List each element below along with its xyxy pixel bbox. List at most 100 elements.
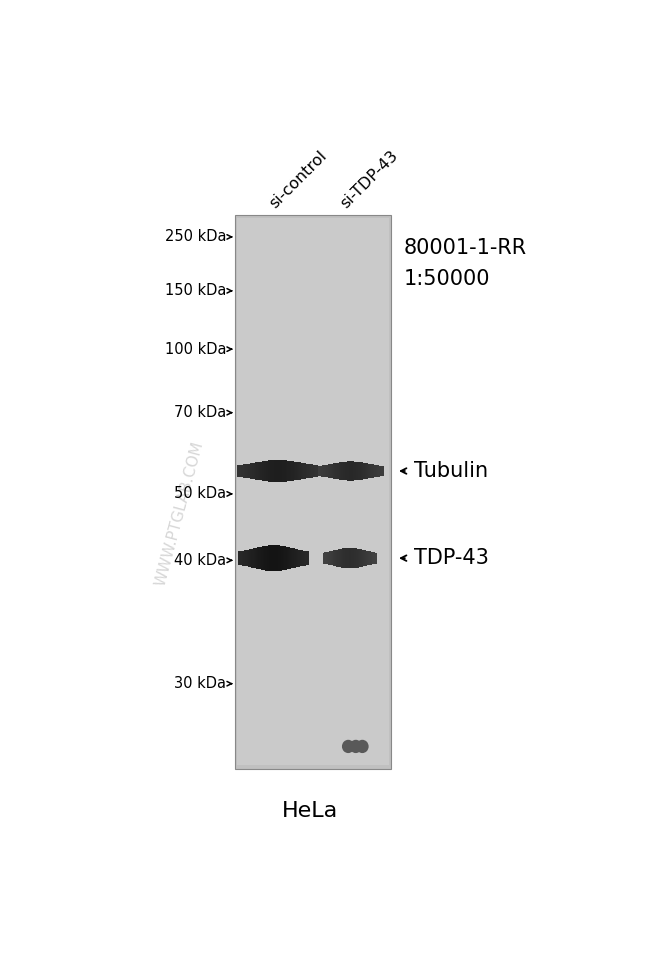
Bar: [352, 548, 354, 569]
Text: WWW.PTGLAB.COM: WWW.PTGLAB.COM: [153, 440, 206, 588]
Bar: [354, 549, 356, 568]
Text: Tubulin: Tubulin: [414, 461, 488, 481]
Bar: [329, 464, 330, 478]
Bar: [330, 551, 331, 565]
Bar: [336, 550, 337, 567]
Bar: [341, 549, 342, 568]
Bar: [322, 552, 324, 564]
Bar: [296, 462, 298, 480]
Bar: [261, 461, 263, 480]
Bar: [361, 462, 363, 480]
Bar: [271, 460, 272, 481]
Text: si-TDP-43: si-TDP-43: [337, 148, 401, 211]
Bar: [283, 546, 285, 571]
Bar: [346, 461, 348, 480]
Bar: [350, 548, 352, 569]
Bar: [321, 465, 322, 477]
Bar: [375, 552, 376, 564]
Bar: [266, 546, 268, 571]
Bar: [292, 461, 294, 480]
Bar: [275, 460, 276, 482]
Bar: [334, 550, 335, 566]
Bar: [274, 460, 275, 482]
Bar: [263, 461, 265, 480]
Bar: [361, 550, 363, 567]
Bar: [344, 461, 345, 480]
Bar: [338, 550, 339, 567]
Bar: [291, 461, 292, 480]
Bar: [325, 552, 326, 564]
Bar: [375, 465, 376, 478]
Bar: [298, 462, 300, 480]
Bar: [240, 550, 242, 566]
Bar: [295, 549, 296, 568]
Bar: [250, 463, 251, 479]
Bar: [270, 546, 272, 571]
Bar: [284, 547, 285, 570]
Bar: [240, 551, 241, 565]
Bar: [341, 462, 342, 480]
Bar: [283, 460, 285, 481]
Bar: [333, 463, 335, 479]
Bar: [359, 550, 361, 567]
Bar: [251, 463, 252, 479]
Bar: [358, 462, 359, 480]
Bar: [285, 547, 287, 570]
Bar: [239, 465, 240, 477]
Bar: [244, 550, 246, 566]
Bar: [287, 547, 288, 570]
Bar: [280, 546, 281, 571]
Text: 250 kDa: 250 kDa: [165, 229, 226, 245]
Bar: [255, 462, 256, 480]
Bar: [305, 463, 306, 479]
Bar: [345, 461, 346, 480]
Bar: [257, 462, 259, 480]
Bar: [367, 463, 369, 479]
Bar: [287, 460, 289, 481]
Bar: [244, 464, 246, 478]
Bar: [342, 462, 343, 480]
Bar: [326, 465, 327, 478]
Bar: [289, 548, 291, 569]
Bar: [351, 461, 352, 480]
Bar: [343, 549, 344, 568]
Bar: [349, 548, 350, 569]
Bar: [328, 551, 329, 565]
Bar: [331, 464, 332, 479]
Bar: [337, 550, 338, 567]
Bar: [327, 464, 328, 478]
Bar: [335, 550, 336, 567]
Text: 1:50000: 1:50000: [404, 269, 490, 289]
Bar: [291, 548, 292, 569]
Bar: [235, 215, 391, 768]
Bar: [281, 460, 283, 482]
Bar: [296, 549, 297, 568]
Bar: [376, 465, 377, 477]
Bar: [342, 549, 343, 568]
Bar: [246, 550, 247, 566]
Bar: [334, 463, 335, 479]
Bar: [374, 552, 375, 564]
Ellipse shape: [350, 739, 362, 753]
Bar: [332, 550, 333, 566]
Bar: [364, 550, 365, 566]
Bar: [344, 549, 345, 568]
Bar: [263, 546, 265, 571]
Bar: [368, 463, 369, 479]
Bar: [379, 465, 380, 477]
Bar: [297, 550, 298, 567]
Bar: [369, 551, 370, 565]
Bar: [255, 548, 256, 569]
Bar: [357, 549, 358, 568]
Bar: [378, 465, 379, 477]
Bar: [361, 462, 362, 480]
Bar: [359, 462, 361, 480]
Bar: [367, 550, 368, 566]
Text: 30 kDa: 30 kDa: [174, 676, 226, 691]
Bar: [377, 465, 378, 477]
Bar: [345, 548, 346, 569]
Bar: [359, 549, 360, 568]
Bar: [281, 546, 282, 571]
Bar: [249, 550, 250, 567]
Bar: [302, 550, 303, 566]
